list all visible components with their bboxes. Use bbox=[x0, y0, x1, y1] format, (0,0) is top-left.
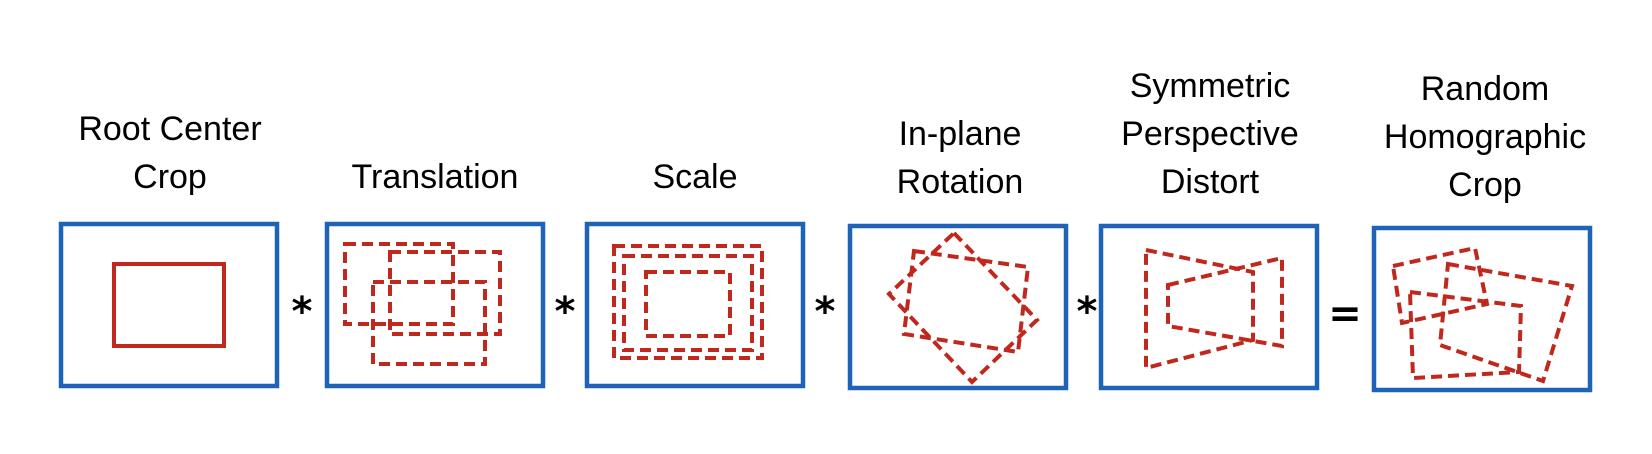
panel-labels: Root Center Crop Translation Scale In-pl… bbox=[78, 67, 1586, 204]
crop-scale-large bbox=[612, 244, 764, 360]
crop-rotated-1 bbox=[901, 248, 1031, 355]
panel-random-homographic-crop bbox=[1371, 225, 1593, 393]
label-symmetric-perspective-distort-line3: Distort bbox=[1161, 163, 1260, 201]
label-random-homographic-crop-line2: Homographic bbox=[1384, 118, 1586, 156]
label-random-homographic-crop-line1: Random bbox=[1421, 70, 1550, 108]
frame-symmetric-perspective-distort bbox=[1098, 223, 1320, 391]
label-scale: Scale bbox=[652, 158, 737, 196]
operator-3: * bbox=[815, 289, 836, 335]
crop-scale-medium bbox=[622, 254, 754, 352]
frame-translation bbox=[324, 221, 546, 389]
operator-5: = bbox=[1328, 291, 1362, 337]
label-root-center-crop-line2: Crop bbox=[133, 158, 207, 196]
label-random-homographic-crop-line3: Crop bbox=[1448, 166, 1522, 204]
crop-homography-1 bbox=[1390, 245, 1490, 326]
crop-perspective-2 bbox=[1166, 255, 1284, 349]
crop-scale-small bbox=[644, 270, 732, 338]
crop-translated-2 bbox=[388, 250, 502, 336]
crop-translated-3 bbox=[371, 280, 487, 366]
crop-homography-2 bbox=[1437, 261, 1575, 384]
label-translation: Translation bbox=[352, 158, 519, 196]
label-root-center-crop-line1: Root Center bbox=[78, 110, 261, 148]
panel-symmetric-perspective-distort bbox=[1098, 223, 1320, 391]
crop-homography-3 bbox=[1407, 289, 1524, 381]
label-symmetric-perspective-distort-line1: Symmetric bbox=[1130, 67, 1291, 105]
crop-rotated-2 bbox=[886, 230, 1040, 385]
operator-1: * bbox=[292, 289, 313, 335]
operator-4: * bbox=[1077, 289, 1098, 335]
panel-in-plane-rotation bbox=[847, 223, 1069, 391]
crop-center bbox=[112, 262, 226, 348]
panel-translation bbox=[324, 221, 546, 389]
label-symmetric-perspective-distort-line2: Perspective bbox=[1121, 115, 1299, 153]
operator-2: * bbox=[555, 289, 576, 335]
crop-translated-1 bbox=[343, 242, 455, 326]
panel-scale bbox=[584, 221, 806, 389]
label-in-plane-rotation-line2: Rotation bbox=[897, 163, 1024, 201]
frame-in-plane-rotation bbox=[847, 223, 1069, 391]
crop-perspective-1 bbox=[1144, 247, 1255, 371]
frame-root-center-crop bbox=[58, 221, 280, 389]
panel-root-center-crop bbox=[58, 221, 280, 389]
frame-scale bbox=[584, 221, 806, 389]
label-in-plane-rotation-line1: In-plane bbox=[899, 115, 1022, 153]
frame-random-homographic-crop bbox=[1371, 225, 1593, 393]
